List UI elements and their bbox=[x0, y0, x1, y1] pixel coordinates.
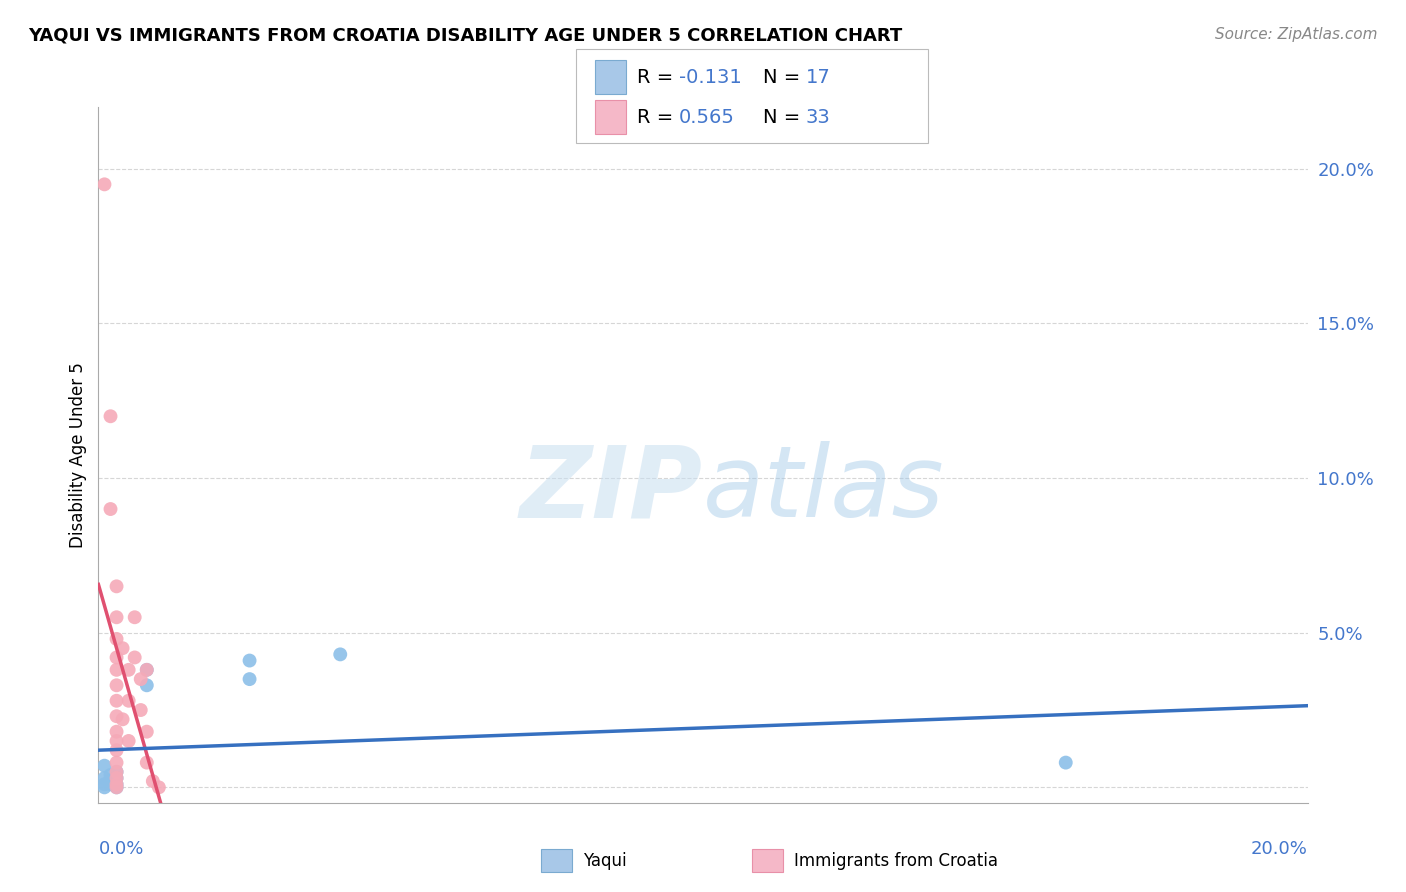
Point bbox=[239, 672, 262, 686]
Text: -0.131: -0.131 bbox=[679, 68, 742, 87]
Point bbox=[93, 780, 115, 795]
Text: Source: ZipAtlas.com: Source: ZipAtlas.com bbox=[1215, 27, 1378, 42]
Point bbox=[105, 734, 128, 748]
Point bbox=[135, 678, 157, 692]
Point bbox=[239, 654, 262, 668]
Text: R =: R = bbox=[637, 68, 679, 87]
Point bbox=[105, 771, 128, 785]
Point bbox=[100, 774, 122, 789]
Point bbox=[105, 743, 128, 757]
Point bbox=[105, 780, 128, 795]
Point bbox=[135, 756, 157, 770]
Text: 0.565: 0.565 bbox=[679, 108, 735, 127]
Point bbox=[105, 709, 128, 723]
Text: R =: R = bbox=[637, 108, 679, 127]
Text: 0.0%: 0.0% bbox=[98, 840, 143, 858]
Point bbox=[105, 694, 128, 708]
Point bbox=[105, 579, 128, 593]
Point bbox=[105, 610, 128, 624]
Point bbox=[124, 610, 146, 624]
Text: atlas: atlas bbox=[703, 442, 945, 538]
Point bbox=[135, 724, 157, 739]
Point bbox=[105, 780, 128, 795]
Point bbox=[118, 663, 141, 677]
Point bbox=[148, 780, 170, 795]
Point bbox=[329, 648, 352, 662]
Point bbox=[135, 663, 157, 677]
Point bbox=[1054, 756, 1077, 770]
Point bbox=[124, 650, 146, 665]
Point bbox=[105, 771, 128, 785]
Text: Immigrants from Croatia: Immigrants from Croatia bbox=[794, 852, 998, 870]
Point bbox=[129, 672, 152, 686]
Text: ZIP: ZIP bbox=[520, 442, 703, 538]
Point bbox=[105, 764, 128, 779]
Text: N =: N = bbox=[763, 68, 807, 87]
Point bbox=[142, 774, 165, 789]
Text: Yaqui: Yaqui bbox=[583, 852, 627, 870]
Point bbox=[105, 777, 128, 791]
Point bbox=[105, 663, 128, 677]
Text: 17: 17 bbox=[806, 68, 831, 87]
Point bbox=[118, 694, 141, 708]
Point bbox=[100, 502, 122, 516]
Point bbox=[105, 756, 128, 770]
Point bbox=[118, 734, 141, 748]
Point bbox=[111, 641, 134, 656]
Point bbox=[105, 724, 128, 739]
Point bbox=[93, 777, 115, 791]
Y-axis label: Disability Age Under 5: Disability Age Under 5 bbox=[69, 362, 87, 548]
Point bbox=[93, 758, 115, 772]
Point bbox=[100, 409, 122, 424]
Point bbox=[93, 178, 115, 192]
Text: N =: N = bbox=[763, 108, 807, 127]
Point bbox=[135, 663, 157, 677]
Point bbox=[105, 650, 128, 665]
Text: 20.0%: 20.0% bbox=[1251, 840, 1308, 858]
Text: 33: 33 bbox=[806, 108, 831, 127]
Point bbox=[111, 712, 134, 726]
Point bbox=[93, 771, 115, 785]
Point bbox=[105, 678, 128, 692]
Point bbox=[100, 777, 122, 791]
Point bbox=[100, 768, 122, 782]
Point bbox=[129, 703, 152, 717]
Point bbox=[105, 764, 128, 779]
Point bbox=[105, 777, 128, 791]
Text: YAQUI VS IMMIGRANTS FROM CROATIA DISABILITY AGE UNDER 5 CORRELATION CHART: YAQUI VS IMMIGRANTS FROM CROATIA DISABIL… bbox=[28, 27, 903, 45]
Point bbox=[105, 632, 128, 646]
